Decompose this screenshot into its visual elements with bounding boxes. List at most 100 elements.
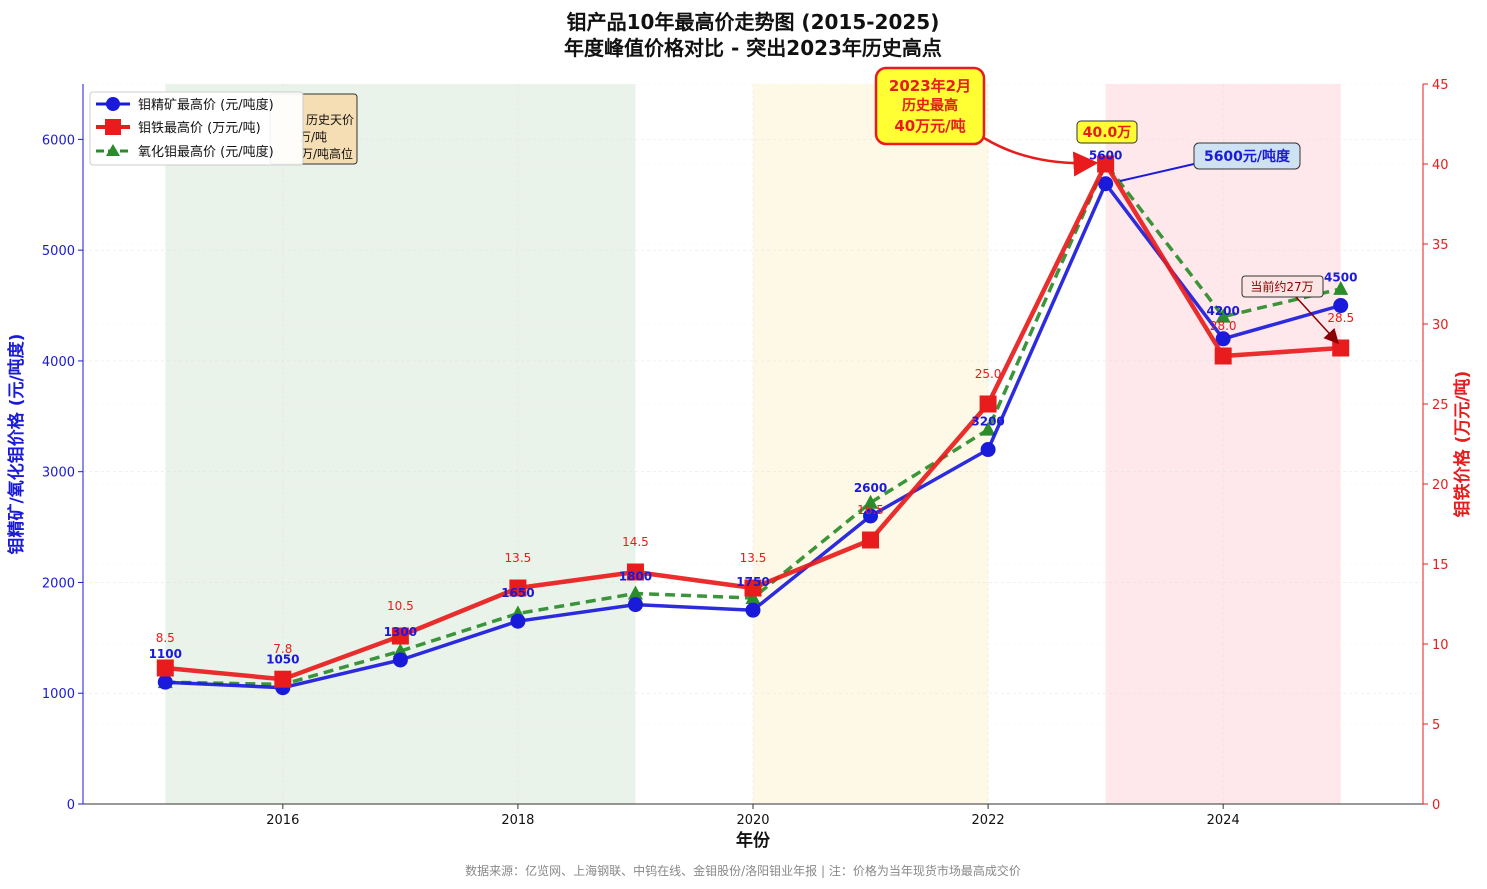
chart-subtitle: 年度峰值价格对比 - 突出2023年历史高点 <box>564 36 942 60</box>
peak-value-box <box>1076 120 1138 144</box>
series-0-point-2024 <box>1215 331 1231 347</box>
series-1-point-2023 <box>1097 155 1115 173</box>
series <box>156 155 1350 696</box>
series-0-label-2021: 2600 <box>854 481 887 495</box>
legend-marker-ferro <box>105 119 121 135</box>
legend-box <box>89 91 304 166</box>
series-0-label-2025: 4500 <box>1324 271 1357 285</box>
period-bands <box>165 84 1341 804</box>
y-left-tick-label-4000: 4000 <box>42 355 75 370</box>
legend: 钼精矿最高价 (元/吨度) 钼铁最高价 (万元/吨) 氧化钼最高价 (元/吨度) <box>89 91 304 166</box>
series-0-label-2022: 3200 <box>971 415 1004 429</box>
y-right-tick-label-45: 45 <box>1432 78 1449 93</box>
chart-title: 钼产品10年最高价走势图 (2015-2025) <box>567 10 940 34</box>
hidden-note-line-1: 历史天价 <box>306 113 354 127</box>
hidden-note-line-3: 万/吨高位 <box>301 146 353 161</box>
series-2-point-2025 <box>1333 280 1349 295</box>
series-0-label-2016: 1050 <box>266 653 299 667</box>
hidden-note-line-2: 万/吨 <box>299 130 327 144</box>
series-1-label-2016: 7.8 <box>273 642 292 656</box>
peak-unit-box <box>1193 142 1301 170</box>
series-0-point-2017 <box>392 652 408 668</box>
series-1-point-2022 <box>979 395 997 413</box>
y-right-tick-label-20: 20 <box>1432 478 1449 493</box>
series-2-point-2020 <box>745 589 761 604</box>
series-0-label-2018: 1650 <box>501 586 534 600</box>
series-1-point-2020 <box>744 579 762 597</box>
period-band-0 <box>165 84 636 804</box>
peak-callout-box <box>874 66 986 146</box>
series-0-label-2023: 5600 <box>1089 149 1122 163</box>
peak-unit-leader <box>1119 163 1195 182</box>
series-1-point-2018 <box>509 579 527 597</box>
period-band-1 <box>753 84 989 804</box>
legend-label-oxide: 氧化钼最高价 (元/吨度) <box>138 144 274 160</box>
y-left-tick-label-3000: 3000 <box>42 466 75 481</box>
x-tick-label-2018: 2018 <box>501 813 534 828</box>
series-0-point-2019 <box>627 597 643 613</box>
series-0-point-2015 <box>157 674 173 690</box>
series-1-point-2015 <box>156 659 174 677</box>
series-1-label-2019: 14.5 <box>622 535 649 549</box>
y-right-tick-label-35: 35 <box>1432 238 1449 253</box>
series-1-label-2024: 28.0 <box>1210 319 1237 333</box>
peak-value-text: 40.0万 <box>1083 125 1132 141</box>
y-left-tick-label-1000: 1000 <box>42 687 75 702</box>
x-tick-label-2022: 2022 <box>972 813 1005 828</box>
series-1-point-2017 <box>391 627 409 645</box>
legend-label-ore: 钼精矿最高价 (元/吨度) <box>138 97 274 113</box>
series-1-label-2015: 8.5 <box>156 631 175 645</box>
x-tick-label-2016: 2016 <box>266 813 299 828</box>
legend-label-ferro: 钼铁最高价 (万元/吨) <box>138 120 261 136</box>
series-2-point-2019 <box>627 585 643 600</box>
y-left-tick-label-2000: 2000 <box>42 576 75 591</box>
ticks: 0 1000 2000 3000 4000 5000 6000 0 5 10 15 20 25 30 35 4… <box>42 78 1449 828</box>
series-1-point-2016 <box>274 670 292 688</box>
y-right-tick-label-30: 30 <box>1432 318 1449 333</box>
right-axis-label: 钼铁价格 (万元/吨) <box>1452 371 1473 518</box>
series-1-point-2019 <box>626 563 644 581</box>
series-0-label-2015: 1100 <box>149 647 182 661</box>
left-axis-label: 钼精矿/氧化钼价格 (元/吨度) <box>6 334 27 555</box>
peak-callout-arrow <box>983 136 1099 177</box>
series-1-label-2025: 28.5 <box>1327 311 1354 325</box>
y-left-tick-label-5000: 5000 <box>42 244 75 259</box>
series-0-point-2021 <box>863 508 879 524</box>
series-1-label-2017: 10.5 <box>387 599 414 613</box>
peak-callout-line-2: 历史最高 <box>902 97 958 114</box>
peak-callout-line-3: 40万元/吨 <box>894 117 965 135</box>
series-1-label-2020: 13.5 <box>740 551 767 565</box>
series-0-label-2024: 4200 <box>1206 304 1239 318</box>
series-1-label-2018: 13.5 <box>505 551 532 565</box>
series-0-point-2025 <box>1333 298 1349 314</box>
series-1-label-2022: 25.0 <box>975 367 1002 381</box>
x-tick-label-2020: 2020 <box>736 813 769 828</box>
y-left-tick-label-0: 0 <box>67 798 75 813</box>
series-0-point-2020 <box>745 602 761 618</box>
series-1-label-2021: 16.5 <box>857 503 884 517</box>
series-1-point-2024 <box>1214 347 1232 365</box>
x-tick-label-2024: 2024 <box>1207 813 1240 828</box>
series-1-point-2025 <box>1332 339 1350 357</box>
y-right-tick-label-15: 15 <box>1432 558 1449 573</box>
y-right-tick-label-40: 40 <box>1432 158 1449 173</box>
y-left-tick-label-6000: 6000 <box>42 133 75 148</box>
footer-source: 数据来源：亿览网、上海钢联、中钨在线、金钼股份/洛阳钼业年报 | 注：价格为当年… <box>465 863 1021 878</box>
series-0-label-2017: 1300 <box>384 625 417 639</box>
series-0-point-2018 <box>510 613 526 629</box>
series-2-point-2021 <box>863 494 879 509</box>
series-0-point-2023 <box>1098 176 1114 192</box>
y-right-tick-label-5: 5 <box>1432 718 1440 733</box>
peak-unit-text: 5600元/吨度 <box>1204 148 1291 165</box>
legend-marker-ore <box>106 97 120 111</box>
legend-marker-oxide <box>106 144 120 156</box>
series-0-label-2019: 1800 <box>619 570 652 584</box>
y-right-tick-label-10: 10 <box>1432 638 1449 653</box>
series-0-point-2022 <box>980 442 996 458</box>
series-1-point-2021 <box>862 531 880 549</box>
x-axis-label: 年份 <box>736 830 771 851</box>
peak-callout-line-1: 2023年2月 <box>889 77 971 95</box>
series-0-label-2020: 1750 <box>736 575 769 589</box>
